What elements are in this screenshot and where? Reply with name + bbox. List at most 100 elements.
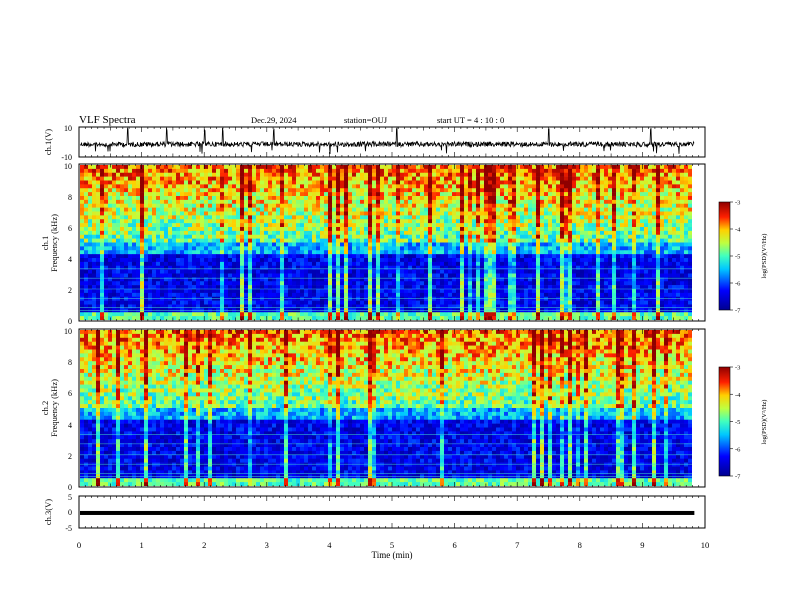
spectrogram-cell	[120, 242, 125, 247]
spectrogram-cell	[684, 196, 689, 201]
spectrogram-cell	[588, 261, 593, 267]
spectrogram-cell	[432, 227, 437, 232]
spectrogram-cell	[500, 180, 505, 185]
spectrogram-cell	[620, 281, 625, 286]
spectrogram-cell	[588, 199, 593, 205]
spectrogram-cell	[188, 261, 193, 267]
spectrogram-cell	[472, 277, 477, 282]
spectrogram-cell	[648, 172, 653, 177]
spectrogram-cell	[596, 207, 601, 212]
spectrogram-cell	[192, 192, 197, 197]
spectrogram-cell	[188, 207, 193, 212]
spectrogram-cell	[236, 207, 241, 212]
spectrogram-cell	[200, 285, 205, 290]
spectrogram-cell	[460, 242, 465, 247]
spectrogram-cell	[160, 265, 165, 270]
spectrogram-cell	[168, 215, 173, 220]
spectrogram-cell	[396, 250, 401, 255]
spectrogram-cell	[152, 242, 157, 247]
spectrogram-cell	[268, 261, 273, 267]
spectrogram-cell	[640, 258, 645, 263]
spectrogram-cell	[80, 277, 85, 282]
spectrogram-cell	[84, 211, 89, 216]
spectrogram-cell	[408, 192, 413, 197]
spectrogram-cell	[672, 261, 677, 267]
spectrogram-cell	[680, 172, 685, 177]
spectrogram-cell	[272, 219, 277, 224]
spectrogram-cell	[612, 168, 617, 174]
spectrogram-cell	[244, 234, 249, 239]
spectrogram-cell	[176, 223, 181, 228]
spectrogram-cell	[260, 277, 265, 282]
spectrogram-cell	[432, 180, 437, 185]
spectrogram-cell	[396, 165, 401, 170]
spectrogram-cell	[308, 211, 313, 216]
spectrogram-cell	[472, 184, 477, 189]
spectrogram-cell	[260, 242, 265, 247]
spectrogram-cell	[388, 207, 393, 212]
spectrogram-cell	[288, 223, 293, 228]
spectrogram-cell	[520, 196, 525, 201]
spectrogram-cell	[352, 277, 357, 282]
spectrogram-cell	[176, 196, 181, 201]
spectrogram-cell	[460, 230, 465, 236]
spectrogram-cell	[500, 273, 505, 278]
spectrogram-cell	[392, 192, 397, 197]
spectrogram-cell	[368, 265, 373, 270]
spectrogram-cell	[184, 269, 189, 274]
spectrogram-cell	[232, 285, 237, 290]
spectrogram-cell	[652, 281, 657, 286]
spectrogram-cell	[540, 196, 545, 201]
spectrogram-cell	[664, 254, 669, 259]
spectrogram-cell	[324, 269, 329, 274]
spectrogram-cell	[260, 165, 265, 170]
spectrogram-cell	[492, 180, 497, 185]
spectrogram-cell	[140, 273, 145, 278]
spectrogram-cell	[424, 168, 429, 174]
spectrogram-cell	[176, 238, 181, 243]
spectrogram-cell	[652, 227, 657, 232]
spectrogram-cell	[220, 176, 225, 181]
spectrogram-cell	[116, 223, 121, 228]
spectrogram-cell	[400, 215, 405, 220]
spectrogram-cell	[244, 223, 249, 228]
spectrogram-cell	[576, 172, 581, 177]
spectrogram-cell	[520, 192, 525, 197]
spectrogram-cell	[212, 238, 217, 243]
spectrogram-cell	[96, 250, 101, 255]
spectrogram-cell	[408, 234, 413, 239]
spectrogram-cell	[660, 265, 665, 270]
spectrogram-cell	[304, 180, 309, 185]
spectrogram-cell	[452, 188, 457, 193]
spectrogram-cell	[128, 172, 133, 177]
spectrogram-cell	[172, 207, 177, 212]
spectrogram-cell	[472, 250, 477, 255]
spectrogram-cell	[536, 227, 541, 232]
spectrogram-cell	[200, 230, 205, 236]
spectrogram-cell	[428, 215, 433, 220]
spectrogram-cell	[480, 215, 485, 220]
spectrogram-cell	[152, 281, 157, 286]
spectrogram-cell	[504, 188, 509, 193]
spectrogram-cell	[92, 199, 97, 205]
spectrogram-cell	[412, 184, 417, 189]
spectrogram-cell	[188, 273, 193, 278]
spectrogram-cell	[124, 227, 129, 232]
spectrogram-cell	[472, 180, 477, 185]
spectrogram-cell	[652, 192, 657, 197]
spectrogram-cell	[96, 188, 101, 193]
spectrogram-cell	[80, 269, 85, 274]
spectrogram-cell	[536, 246, 541, 251]
spectrogram-cell	[80, 238, 85, 243]
spectrogram-cell	[196, 265, 201, 270]
spectrogram-cell	[472, 269, 477, 274]
spectrogram-cell	[304, 192, 309, 197]
spectrogram-cell	[444, 176, 449, 181]
spectrogram-cell	[296, 192, 301, 197]
spectrogram-cell	[108, 172, 113, 177]
spectrogram-cell	[308, 246, 313, 251]
spectrogram-cell	[660, 176, 665, 181]
spectrogram-cell	[576, 223, 581, 228]
spectrogram-cell	[484, 230, 489, 236]
spectrogram-cell	[356, 199, 361, 205]
